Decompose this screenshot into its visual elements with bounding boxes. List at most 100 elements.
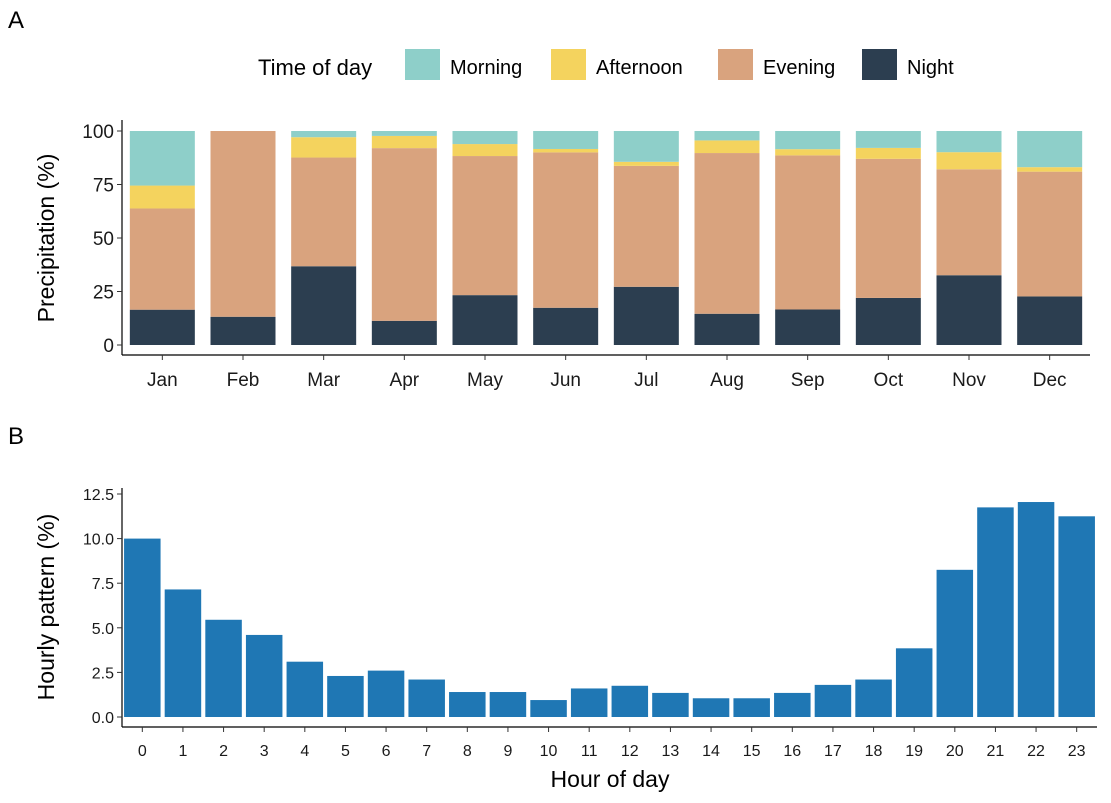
y-tick-label-b: 5.0 (92, 621, 114, 638)
y-tick-label-a: 25 (93, 283, 114, 304)
x-axis-title-b: Hour of day (551, 766, 670, 792)
bar (367, 670, 405, 717)
bar-segment-evening (291, 157, 357, 267)
x-tick-label-a: Oct (874, 370, 904, 391)
bar-segment-night (775, 309, 841, 345)
x-tick-label-a: Sep (791, 370, 825, 391)
bar (164, 589, 202, 717)
bar (286, 661, 324, 717)
panel-b: B Hourly pattern (%) 0.0 2.5 5.0 7.5 10.0 12.… (8, 423, 1097, 792)
panel-a: A Time of day Morning Afternoon Evening Nig… (8, 7, 1090, 391)
bar (1058, 516, 1095, 717)
legend-swatch-morning (405, 49, 440, 80)
bar (205, 619, 242, 717)
bar-segment-morning (775, 131, 841, 150)
bar-segment-night (291, 266, 357, 345)
y-tick-label-b: 2.5 (92, 665, 114, 682)
legend: Time of day Morning Afternoon Evening Night (258, 49, 954, 80)
bar-segment-afternoon (371, 135, 437, 149)
y-tick-label-b: 0.0 (92, 710, 114, 727)
bar-segment-evening (129, 208, 195, 310)
bar (611, 685, 649, 717)
legend-label-morning: Morning (450, 57, 522, 79)
bar (977, 507, 1014, 717)
bar-segment-morning (855, 131, 921, 148)
bar-segment-evening (936, 169, 1002, 276)
x-tick-label-b: 6 (382, 743, 391, 760)
bar (1017, 502, 1055, 717)
bar-segment-evening (1017, 171, 1083, 297)
bar-segment-morning (936, 131, 1002, 153)
x-tick-label-b: 16 (783, 743, 801, 760)
x-tick-label-b: 4 (300, 743, 309, 760)
bar (245, 634, 283, 717)
y-axis-a: 0 25 50 75 100 (82, 120, 123, 357)
bar-segment-afternoon (452, 144, 518, 157)
legend-label-afternoon: Afternoon (596, 57, 683, 79)
bar-segment-morning (291, 131, 357, 138)
bar-segment-evening (855, 158, 921, 298)
x-tick-label-a: Nov (952, 370, 986, 391)
bar (408, 679, 445, 717)
x-tick-label-b: 9 (503, 743, 512, 760)
bar (895, 648, 933, 717)
bar (652, 692, 689, 717)
bar-segment-afternoon (129, 185, 195, 209)
x-tick-label-b: 1 (178, 743, 187, 760)
panel-b-label: B (8, 423, 24, 450)
x-tick-label-a: Jun (550, 370, 581, 391)
bar-segment-morning (371, 131, 437, 136)
x-tick-label-b: 5 (341, 743, 350, 760)
x-tick-label-a: Jul (634, 370, 658, 391)
x-tick-label-b: 19 (905, 743, 923, 760)
x-tick-label-a: Aug (710, 370, 744, 391)
bar (124, 538, 161, 717)
bar-segment-night (1017, 296, 1083, 345)
y-tick-label-b: 10.0 (83, 532, 114, 549)
x-tick-label-b: 21 (987, 743, 1005, 760)
bar-segment-evening (533, 152, 599, 308)
bar-segment-evening (210, 131, 276, 317)
bars-a (129, 131, 1083, 345)
bar-segment-night (129, 309, 195, 345)
x-axis-a: Jan Feb Mar Apr May Jun Jul Aug Sep Oct Nov Dec (122, 354, 1090, 391)
x-tick-label-b: 22 (1027, 743, 1045, 760)
bar (855, 679, 892, 717)
y-axis-title-b: Hourly pattern (%) (33, 514, 59, 701)
bar-segment-afternoon (291, 137, 357, 158)
panel-a-label: A (8, 7, 24, 34)
bar (936, 569, 974, 717)
bar-segment-night (694, 313, 760, 345)
bar-segment-night (371, 320, 437, 345)
bar (530, 700, 567, 717)
x-tick-label-b: 3 (260, 743, 269, 760)
bar (327, 675, 364, 717)
legend-title: Time of day (258, 55, 372, 80)
y-tick-label-b: 7.5 (92, 576, 114, 593)
bar-segment-evening (694, 153, 760, 314)
x-tick-label-b: 14 (702, 743, 720, 760)
bar-segment-night (452, 295, 518, 345)
legend-swatch-night (862, 49, 897, 80)
y-tick-label-b: 12.5 (83, 487, 114, 504)
bar-segment-morning (533, 131, 599, 149)
bar-segment-evening (371, 148, 437, 321)
bar-segment-morning (694, 131, 760, 141)
bars-b (124, 502, 1095, 717)
x-tick-label-b: 7 (422, 743, 431, 760)
bar-segment-afternoon (613, 161, 679, 166)
bar (774, 692, 811, 717)
x-tick-label-b: 15 (743, 743, 761, 760)
x-tick-label-b: 20 (946, 743, 964, 760)
bar (814, 684, 852, 717)
bar-segment-afternoon (855, 147, 921, 159)
x-tick-label-a: Jan (147, 370, 178, 391)
bar (692, 698, 730, 717)
bar-segment-evening (613, 165, 679, 287)
bar-segment-night (855, 297, 921, 345)
bar-segment-evening (452, 156, 518, 296)
legend-swatch-afternoon (551, 49, 586, 80)
bar-segment-afternoon (936, 152, 1002, 170)
bar (489, 692, 527, 717)
